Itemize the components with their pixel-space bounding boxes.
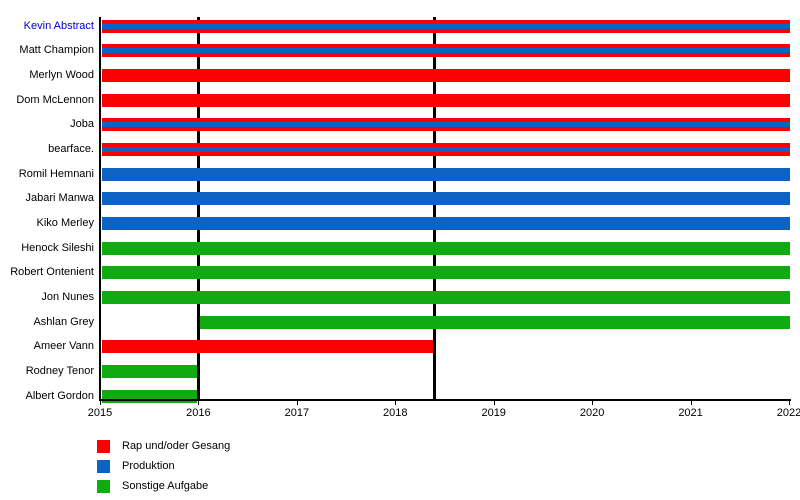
role-bar	[102, 241, 790, 255]
role-bar	[102, 143, 790, 157]
x-axis-tick-label-2016: 2016	[186, 407, 211, 419]
role-bar	[102, 118, 790, 132]
event-line-2016	[196, 17, 200, 400]
x-axis-tick-2018	[395, 401, 397, 405]
role-bar-stripe	[102, 48, 790, 54]
role-bar	[102, 217, 790, 230]
legend-label-1: Produktion	[122, 460, 175, 472]
member-label-ameer-vann: Ameer Vann	[33, 340, 94, 353]
member-label-albert-gordon: Albert Gordon	[25, 389, 94, 402]
role-bar	[102, 19, 790, 33]
member-label-rodney-tenor: Rodney Tenor	[25, 364, 94, 377]
role-bar-stripe	[102, 23, 790, 29]
x-axis-tick-label-2019: 2019	[481, 407, 506, 419]
x-axis-tick-2017	[296, 401, 298, 405]
role-bar-stripe	[102, 122, 790, 128]
x-axis-tick-label-2021: 2021	[678, 407, 703, 419]
legend-swatch-0	[97, 440, 110, 453]
y-axis-line	[98, 17, 101, 401]
x-axis-tick-2015	[100, 401, 101, 405]
member-label-matt-champion: Matt Champion	[19, 44, 94, 57]
role-bar	[102, 340, 434, 354]
role-bar	[102, 290, 790, 304]
x-axis-tick-2020	[592, 401, 594, 405]
member-label-kevin-abstract[interactable]: Kevin Abstract	[23, 19, 94, 32]
member-label-dom-mclennon: Dom McLennon	[16, 93, 94, 106]
member-label-ashlan-grey: Ashlan Grey	[33, 315, 94, 328]
role-bar	[102, 93, 790, 107]
legend-label-2: Sonstige Aufgabe	[122, 480, 209, 492]
member-label-jabari-manwa: Jabari Manwa	[25, 192, 94, 205]
x-axis-tick-label-2020: 2020	[579, 407, 605, 419]
role-bar-stripe	[102, 147, 790, 153]
x-axis-tick-label-2018: 2018	[383, 407, 408, 419]
member-label-henock-sileshi: Henock Sileshi	[21, 241, 94, 254]
member-label-merlyn-wood: Merlyn Wood	[29, 69, 94, 82]
x-axis-line	[98, 399, 791, 401]
member-label-jon-nunes: Jon Nunes	[41, 290, 94, 303]
x-axis-tick-2021	[690, 401, 692, 405]
x-axis-tick-2022	[789, 401, 790, 405]
role-bar	[102, 167, 790, 181]
event-line-2018.4	[433, 17, 437, 400]
member-label-romil-hemnani: Romil Hemnani	[18, 167, 94, 180]
x-axis-tick-label-2017: 2017	[284, 407, 310, 419]
role-bar	[199, 315, 790, 329]
x-axis-tick-2016	[198, 401, 200, 405]
legend-label-0: Rap und/oder Gesang	[122, 440, 231, 452]
role-bar	[102, 44, 790, 58]
member-label-joba: Joba	[70, 118, 94, 131]
legend-swatch-1	[97, 460, 110, 473]
role-bar	[102, 69, 790, 83]
legend-swatch-2	[97, 480, 110, 493]
member-label-robert-ontenient: Robert Ontenient	[10, 266, 94, 279]
x-axis-tick-2019	[493, 401, 495, 405]
member-label-bearface: bearface.	[48, 143, 94, 156]
role-bar	[102, 266, 790, 280]
role-bar	[102, 192, 790, 206]
x-axis-tick-label-2015: 2015	[87, 407, 113, 419]
x-axis-tick-label-2022: 2022	[776, 407, 800, 419]
role-bar	[102, 364, 197, 378]
member-label-kiko-merley: Kiko Merley	[36, 217, 94, 229]
